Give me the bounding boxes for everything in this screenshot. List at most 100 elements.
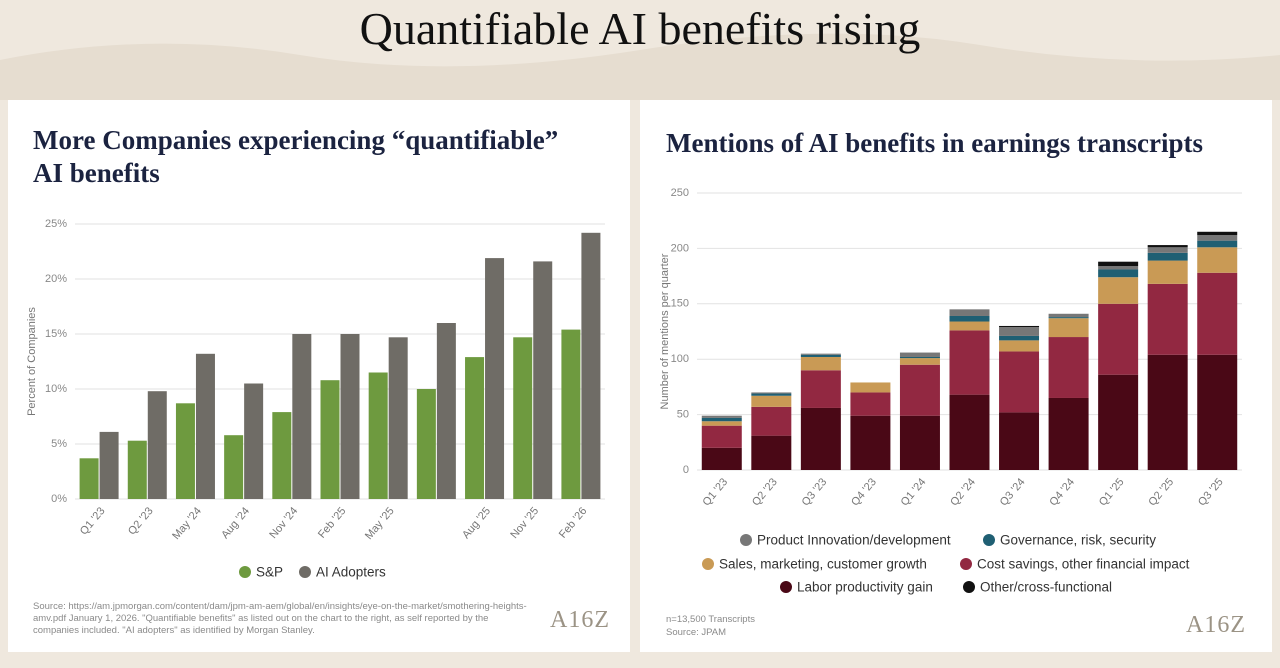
chart-title: Mentions of AI benefits in earnings tran… — [666, 128, 1204, 158]
bar — [127, 440, 147, 499]
bar-segment — [701, 425, 742, 448]
bar-segment — [1048, 318, 1089, 338]
bar-segment — [1098, 266, 1139, 270]
bar-segment — [800, 407, 841, 470]
source-note: Source: https://am.jpmorgan.com/content/… — [33, 601, 527, 636]
bar-segment — [999, 335, 1040, 341]
bar-segment — [1048, 397, 1089, 470]
legend-swatch — [960, 558, 972, 570]
bar-segment — [1147, 260, 1188, 284]
bar-segment — [949, 315, 990, 322]
bar — [436, 323, 456, 499]
bar-segment — [701, 415, 742, 418]
bar-segment — [1197, 272, 1238, 355]
bar — [533, 261, 553, 499]
legend-swatch — [983, 534, 995, 546]
legend-label: Cost savings, other financial impact — [977, 557, 1190, 572]
bar — [99, 431, 119, 499]
bar — [561, 329, 581, 499]
slide-title: Quantifiable AI benefits rising — [359, 3, 921, 54]
y-tick-label: 100 — [671, 353, 689, 365]
bar-segment — [1098, 269, 1139, 278]
bar-segment — [899, 358, 940, 365]
sample-note: n=13,500 Transcripts — [666, 614, 755, 625]
bar — [292, 334, 312, 499]
bar-segment — [949, 309, 990, 316]
bar-segment — [1098, 303, 1139, 375]
chart-title: More Companies experiencing “quantifiabl… — [33, 125, 559, 188]
y-tick-label: 200 — [671, 242, 689, 254]
bar-segment — [800, 353, 841, 355]
bar-segment — [999, 340, 1040, 352]
bar — [513, 337, 533, 499]
legend-label: Product Innovation/development — [757, 533, 951, 548]
bar-segment — [949, 321, 990, 331]
bar-segment — [949, 394, 990, 470]
bar — [79, 458, 99, 499]
bar — [147, 391, 167, 499]
bar-segment — [701, 421, 742, 426]
y-tick-label: 250 — [671, 187, 689, 199]
background-hills — [0, 33, 1280, 100]
bar-segment — [850, 382, 891, 393]
bar — [244, 383, 264, 499]
bar — [272, 412, 292, 499]
bar — [320, 380, 340, 499]
bar-segment — [1098, 277, 1139, 304]
bar-segment — [800, 354, 841, 357]
bar-segment — [1197, 231, 1238, 236]
logo: A16Z — [1186, 612, 1246, 638]
bar-segment — [751, 435, 792, 470]
bar-segment — [1098, 261, 1139, 267]
bar-segment — [1048, 313, 1089, 318]
logo: A16Z — [550, 607, 610, 633]
bar-segment — [1147, 354, 1188, 470]
bar — [175, 403, 195, 499]
legend-label: AI Adopters — [316, 565, 386, 580]
bar-segment — [751, 392, 792, 394]
bar-segment — [1147, 283, 1188, 355]
bar — [388, 337, 408, 499]
bar-segment — [800, 370, 841, 408]
bar-segment — [751, 406, 792, 436]
bar-segment — [1098, 374, 1139, 470]
y-tick-label: 25% — [45, 218, 67, 230]
legend-label: Other/cross-functional — [980, 580, 1112, 595]
y-tick-label: 15% — [45, 328, 67, 340]
legend-label: S&P — [256, 565, 283, 580]
bar-segment — [1048, 317, 1089, 319]
bar-segment — [899, 364, 940, 416]
legend-label: Labor productivity gain — [797, 580, 933, 595]
bar — [416, 389, 436, 499]
y-tick-label: 0 — [683, 464, 689, 476]
bar-segment — [1197, 247, 1238, 273]
legend-swatch — [740, 534, 752, 546]
legend-label: Governance, risk, security — [1000, 533, 1156, 548]
bar-segment — [800, 356, 841, 371]
legend-swatch — [299, 566, 311, 578]
y-tick-label: 20% — [45, 273, 67, 285]
bar-segment — [1147, 247, 1188, 253]
legend-swatch — [780, 581, 792, 593]
bar-segment — [1147, 245, 1188, 248]
y-tick-label: 10% — [45, 383, 67, 395]
bar-segment — [751, 393, 792, 396]
bar-segment — [1147, 252, 1188, 261]
bar-segment — [949, 330, 990, 395]
bar-segment — [999, 325, 1040, 328]
bar-segment — [899, 415, 940, 470]
bar — [340, 334, 360, 499]
bar-segment — [1197, 240, 1238, 248]
legend-swatch — [702, 558, 714, 570]
y-axis-label: Number of mentions per quarter — [659, 253, 671, 409]
bar-segment — [751, 395, 792, 407]
legend-swatch — [963, 581, 975, 593]
bar-segment — [701, 447, 742, 470]
bar — [195, 353, 215, 499]
bar-segment — [999, 412, 1040, 470]
bar — [368, 372, 388, 499]
legend-swatch — [239, 566, 251, 578]
legend-label: Sales, marketing, customer growth — [719, 557, 927, 572]
